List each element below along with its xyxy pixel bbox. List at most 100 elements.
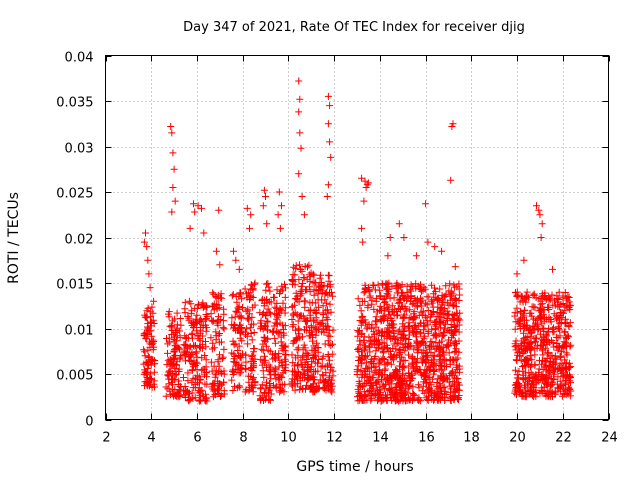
data-point (532, 338, 539, 346)
data-point (513, 391, 520, 399)
data-point (547, 389, 555, 397)
data-point (198, 204, 205, 212)
data-point (445, 349, 453, 357)
data-point (176, 334, 184, 342)
data-point (144, 324, 152, 332)
data-point (361, 287, 369, 295)
data-point (220, 378, 227, 386)
data-point (557, 348, 565, 356)
data-point (298, 361, 306, 369)
data-point (304, 361, 312, 369)
data-point (233, 359, 241, 367)
data-point (216, 261, 224, 269)
data-point (281, 355, 289, 363)
data-point (431, 325, 439, 333)
data-point (164, 340, 172, 348)
data-point (428, 281, 436, 289)
data-point (170, 360, 178, 368)
data-point (146, 284, 154, 292)
data-point (275, 353, 282, 361)
data-point (387, 352, 395, 360)
data-point (307, 322, 315, 330)
data-point (522, 363, 530, 371)
data-point (363, 323, 371, 331)
data-point (372, 367, 380, 375)
data-point (554, 365, 562, 373)
data-point (552, 314, 560, 322)
data-point (247, 320, 255, 328)
data-point (428, 297, 435, 305)
data-point (395, 220, 403, 228)
data-point (559, 342, 567, 350)
data-point (148, 375, 156, 383)
data-point (384, 291, 392, 299)
data-point (422, 299, 430, 307)
data-point (235, 361, 243, 369)
data-point (263, 280, 270, 288)
data-point (229, 337, 237, 345)
data-point (444, 311, 452, 319)
x-tick-label: 16 (418, 431, 435, 446)
data-point (401, 303, 409, 311)
data-point (141, 378, 149, 386)
data-point (246, 324, 254, 332)
data-point (258, 295, 266, 303)
data-point (261, 322, 269, 330)
data-point (210, 362, 218, 370)
data-point (171, 371, 179, 379)
data-point (429, 308, 437, 316)
data-point (372, 294, 380, 302)
data-point (361, 391, 369, 399)
data-point (424, 397, 432, 404)
data-point (316, 320, 324, 328)
data-point (356, 337, 364, 345)
data-point (419, 307, 427, 315)
data-point (243, 332, 251, 340)
data-point (295, 276, 303, 284)
data-point (547, 318, 555, 326)
data-point (292, 354, 300, 362)
data-point (441, 324, 449, 332)
data-point (168, 208, 176, 216)
data-point (421, 285, 429, 293)
data-point (410, 363, 418, 371)
data-point (560, 338, 568, 346)
data-point (290, 337, 298, 345)
data-point (215, 301, 223, 309)
data-point (553, 340, 561, 347)
data-point (291, 376, 298, 384)
data-point (259, 311, 267, 318)
data-point (368, 341, 376, 349)
data-point (453, 340, 460, 348)
data-point (544, 378, 552, 386)
data-point (364, 388, 372, 395)
data-point (211, 390, 219, 398)
data-point (190, 324, 197, 331)
data-point (259, 367, 267, 375)
data-point (273, 327, 281, 335)
data-point (408, 300, 416, 308)
data-point (407, 377, 415, 385)
data-point (259, 346, 267, 354)
data-point (271, 334, 279, 342)
data-point (532, 316, 540, 324)
data-point (230, 341, 238, 349)
data-point (320, 378, 328, 386)
data-point (388, 302, 396, 310)
data-point (456, 291, 464, 299)
data-point (383, 300, 391, 308)
data-point (175, 344, 183, 352)
data-point (319, 352, 327, 360)
data-point (405, 351, 412, 359)
data-point (396, 283, 404, 291)
data-point (437, 318, 445, 326)
data-point (276, 224, 284, 232)
data-point (207, 334, 215, 342)
data-point (322, 386, 330, 394)
data-point (372, 323, 380, 331)
data-point (315, 379, 323, 387)
data-point (384, 344, 391, 352)
data-point (190, 342, 198, 350)
data-point (447, 324, 455, 331)
data-point (296, 95, 304, 103)
